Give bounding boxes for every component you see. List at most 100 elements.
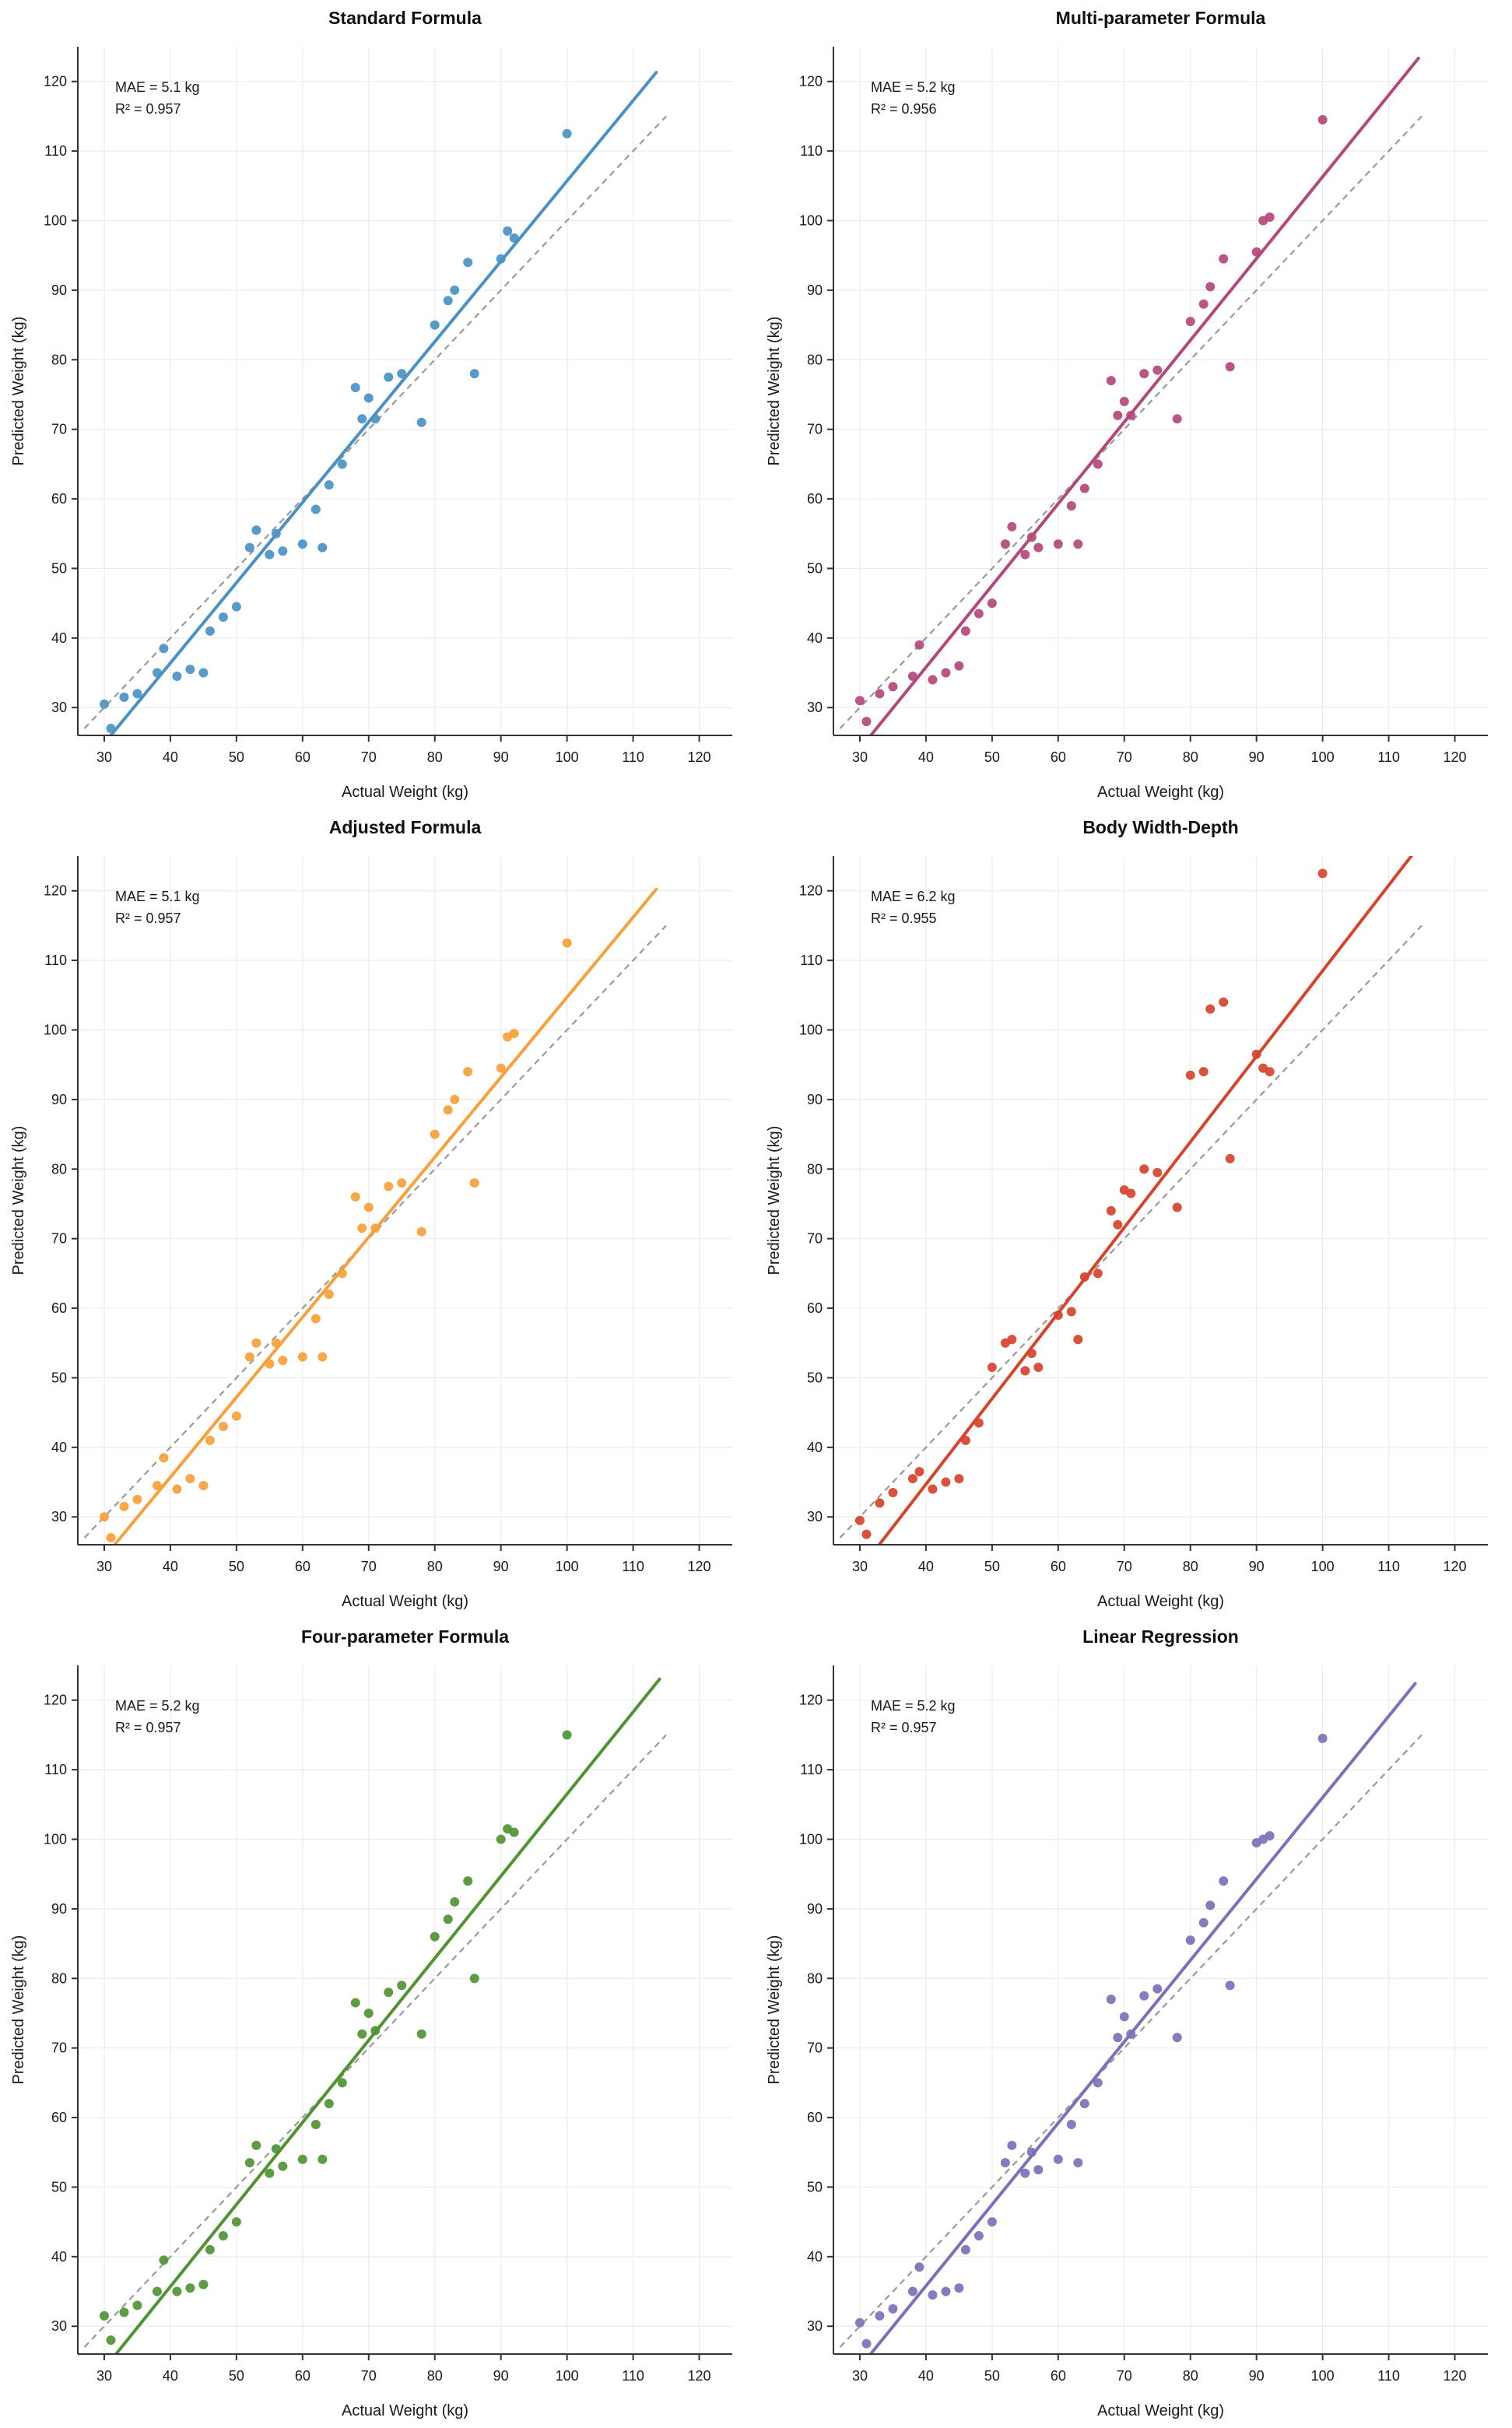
- svg-text:110: 110: [800, 143, 823, 159]
- svg-text:30: 30: [51, 700, 67, 715]
- svg-text:110: 110: [622, 2368, 644, 2384]
- svg-text:60: 60: [1051, 2368, 1066, 2384]
- svg-text:Actual Weight (kg): Actual Weight (kg): [342, 784, 468, 801]
- svg-text:60: 60: [807, 1300, 823, 1316]
- svg-text:70: 70: [51, 2040, 67, 2056]
- svg-text:Actual Weight (kg): Actual Weight (kg): [1097, 784, 1224, 801]
- svg-text:80: 80: [51, 1161, 67, 1177]
- svg-text:120: 120: [799, 74, 823, 89]
- svg-text:50: 50: [51, 1370, 67, 1385]
- svg-text:70: 70: [1117, 1559, 1132, 1574]
- svg-text:60: 60: [807, 491, 823, 507]
- svg-text:60: 60: [295, 749, 310, 765]
- panel-four-parameter-formula: Four-parameter Formula 30 40 50 60 70 80 90 100…: [0, 1619, 756, 2428]
- svg-text:60: 60: [295, 1559, 310, 1574]
- svg-text:100: 100: [1311, 749, 1335, 765]
- svg-text:70: 70: [361, 2368, 377, 2384]
- svg-text:R² = 0.956: R² = 0.956: [871, 101, 937, 117]
- svg-text:Predicted Weight (kg): Predicted Weight (kg): [10, 1126, 27, 1275]
- scatter-plot: 30 40 50 60 70 80 90 100 110 120 30 40 50 60 70 80 90 100…: [766, 856, 1488, 1610]
- svg-text:R² = 0.957: R² = 0.957: [115, 1720, 181, 1735]
- panel-standard-formula: Standard Formula 30 40 50 60 70 80 90 100 110 120…: [0, 0, 756, 809]
- svg-text:90: 90: [51, 1092, 67, 1107]
- svg-text:100: 100: [799, 1022, 823, 1037]
- svg-text:Predicted Weight (kg): Predicted Weight (kg): [766, 1935, 783, 2085]
- svg-text:40: 40: [918, 2368, 934, 2384]
- scatter-plot: 30 40 50 60 70 80 90 100 110 120 30 40 50 60 70 80 90 100…: [766, 47, 1488, 801]
- svg-text:80: 80: [807, 1970, 823, 1986]
- svg-text:70: 70: [361, 1559, 377, 1574]
- svg-text:100: 100: [44, 212, 67, 228]
- svg-text:50: 50: [229, 749, 244, 765]
- svg-text:Predicted Weight (kg): Predicted Weight (kg): [766, 1126, 783, 1275]
- svg-text:80: 80: [1183, 1559, 1198, 1574]
- svg-text:90: 90: [493, 1559, 509, 1574]
- svg-text:90: 90: [1249, 1559, 1265, 1574]
- svg-text:110: 110: [1377, 1559, 1400, 1574]
- svg-text:50: 50: [984, 1559, 1000, 1574]
- svg-text:70: 70: [1117, 2368, 1132, 2384]
- svg-text:40: 40: [51, 1440, 67, 1455]
- svg-text:MAE = 5.1 kg: MAE = 5.1 kg: [115, 889, 200, 904]
- svg-text:60: 60: [51, 1300, 67, 1316]
- svg-text:120: 120: [44, 883, 67, 899]
- svg-text:110: 110: [44, 953, 67, 968]
- scatter-plot: 30 40 50 60 70 80 90 100 110 120 30 40 50 60 70 80 90 100…: [10, 1665, 732, 2419]
- svg-text:110: 110: [1377, 749, 1400, 765]
- svg-text:120: 120: [1444, 1559, 1467, 1574]
- svg-text:80: 80: [427, 2368, 443, 2384]
- svg-text:70: 70: [51, 422, 67, 437]
- chart-title: Linear Regression: [1082, 1626, 1239, 1647]
- svg-text:40: 40: [163, 2368, 178, 2384]
- svg-text:MAE = 5.2 kg: MAE = 5.2 kg: [871, 1698, 956, 1714]
- svg-text:90: 90: [807, 1092, 823, 1107]
- svg-text:60: 60: [1051, 1559, 1066, 1574]
- svg-text:90: 90: [1249, 749, 1265, 765]
- svg-text:40: 40: [807, 630, 823, 646]
- svg-text:80: 80: [427, 749, 443, 765]
- svg-text:R² = 0.957: R² = 0.957: [115, 910, 181, 926]
- svg-text:90: 90: [493, 749, 509, 765]
- svg-text:70: 70: [807, 422, 823, 437]
- svg-text:30: 30: [807, 700, 823, 715]
- svg-text:70: 70: [51, 1231, 67, 1247]
- svg-text:40: 40: [163, 1559, 178, 1574]
- svg-text:MAE = 5.1 kg: MAE = 5.1 kg: [115, 79, 200, 95]
- svg-text:Predicted Weight (kg): Predicted Weight (kg): [10, 317, 27, 466]
- svg-text:100: 100: [799, 1831, 823, 1847]
- svg-text:50: 50: [807, 1370, 823, 1385]
- svg-text:60: 60: [807, 2110, 823, 2125]
- panel-adjusted-formula: Adjusted Formula 30 40 50 60 70 80 90 100 110 120…: [0, 809, 756, 1619]
- svg-text:80: 80: [51, 1970, 67, 1986]
- svg-text:30: 30: [96, 749, 112, 765]
- svg-text:50: 50: [51, 2179, 67, 2195]
- svg-text:30: 30: [51, 1509, 67, 1525]
- svg-text:90: 90: [807, 1901, 823, 1917]
- svg-text:90: 90: [1249, 2368, 1265, 2384]
- svg-text:80: 80: [427, 1559, 443, 1574]
- svg-text:MAE = 6.2 kg: MAE = 6.2 kg: [871, 889, 956, 904]
- svg-text:40: 40: [807, 1440, 823, 1455]
- svg-text:R² = 0.957: R² = 0.957: [871, 1720, 937, 1735]
- svg-text:50: 50: [229, 2368, 244, 2384]
- svg-text:60: 60: [1051, 749, 1066, 765]
- chart-title: Four-parameter Formula: [300, 1626, 510, 1647]
- svg-text:50: 50: [229, 1559, 244, 1574]
- svg-text:120: 120: [44, 74, 67, 89]
- svg-text:Predicted Weight (kg): Predicted Weight (kg): [10, 1935, 27, 2085]
- svg-text:120: 120: [688, 2368, 711, 2384]
- svg-text:40: 40: [51, 2249, 67, 2265]
- svg-text:100: 100: [556, 1559, 579, 1574]
- svg-text:100: 100: [556, 749, 579, 765]
- svg-text:40: 40: [918, 749, 934, 765]
- svg-text:30: 30: [96, 2368, 112, 2384]
- svg-text:40: 40: [51, 630, 67, 646]
- svg-text:30: 30: [852, 1559, 868, 1574]
- svg-text:80: 80: [807, 352, 823, 367]
- svg-text:120: 120: [688, 749, 711, 765]
- svg-text:Predicted Weight (kg): Predicted Weight (kg): [766, 317, 783, 466]
- svg-text:90: 90: [51, 1901, 67, 1917]
- svg-text:40: 40: [807, 2249, 823, 2265]
- svg-text:30: 30: [807, 1509, 823, 1525]
